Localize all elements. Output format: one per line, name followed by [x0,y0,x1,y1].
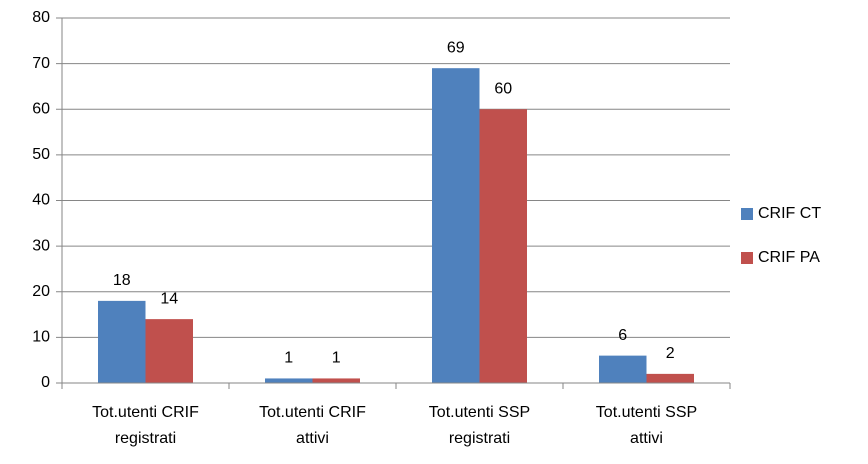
y-tick-label: 10 [32,329,50,346]
bar [479,109,527,383]
bar [432,68,480,383]
legend-swatch [741,208,753,220]
bar [646,373,694,383]
y-tick-label: 30 [32,237,50,254]
y-tick-label: 20 [32,283,50,300]
y-tick-label: 50 [32,146,50,163]
data-label: 1 [284,350,293,367]
data-label: 2 [666,345,675,362]
x-tick-label: Tot.utenti CRIF attivi [259,404,366,447]
legend-label: CRIF PA [758,249,820,266]
x-tick-label: Tot.utenti SSP attivi [596,404,697,447]
y-tick-label: 60 [32,100,50,117]
data-label: 14 [160,290,178,307]
data-label: 6 [618,327,627,344]
data-label: 69 [447,39,465,56]
data-label: 18 [113,272,131,289]
y-tick-label: 80 [32,9,50,26]
bar [312,378,360,383]
bar [98,300,146,383]
data-label: 1 [332,350,341,367]
y-tick-label: 40 [32,192,50,209]
y-tick-label: 70 [32,55,50,72]
data-label: 60 [494,80,512,97]
legend-label: CRIF CT [758,205,821,222]
y-tick-label: 0 [41,374,50,391]
legend-swatch [741,252,753,264]
bar [145,319,193,383]
bar [599,355,647,383]
x-tick-label: Tot.utenti SSP registrati [429,404,530,447]
x-tick-label: Tot.utenti CRIF registrati [92,404,199,447]
bar [265,378,313,383]
